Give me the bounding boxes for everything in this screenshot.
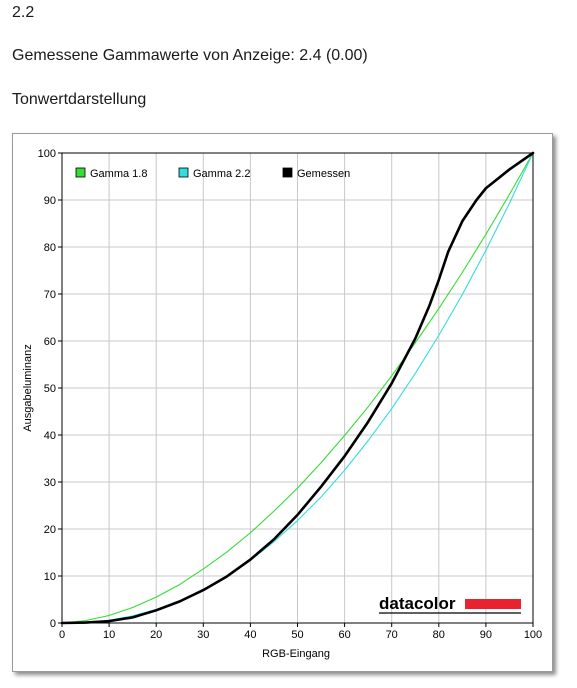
y-tick-label: 80 xyxy=(44,242,56,254)
section-title: Tonwertdarstellung xyxy=(12,91,147,108)
series-line-gamma-1-8 xyxy=(61,152,534,624)
y-tick-label: 10 xyxy=(44,571,56,583)
y-tick-label: 90 xyxy=(44,195,56,207)
x-tick-label: 10 xyxy=(103,629,115,641)
legend-swatch xyxy=(282,167,293,178)
y-tick-label: 70 xyxy=(44,289,56,301)
legend-label: Gamma 2.2 xyxy=(193,168,250,180)
y-tick-label: 20 xyxy=(44,524,56,536)
x-tick-label: 70 xyxy=(386,629,398,641)
y-tick-label: 30 xyxy=(44,477,56,489)
y-tick-label: 100 xyxy=(38,148,56,160)
y-axis-label: Ausgabeluminanz xyxy=(22,344,34,431)
y-tick-label: 60 xyxy=(44,336,56,348)
axis-ticks: 0 10 20 30 40 50 60 70 80 90 100 0 10 20 30 40 50 60 70 80 9… xyxy=(38,148,543,641)
tone-response-chart: 0 10 20 30 40 50 60 70 80 90 100 0 10 20 30 40 50 60 70 80 9… xyxy=(22,148,543,660)
x-tick-label: 0 xyxy=(59,629,65,641)
legend-label: Gemessen xyxy=(297,168,350,180)
chart-legend: Gamma 1.8 Gamma 2.2 Gemessen xyxy=(75,167,350,180)
measured-gamma-text: Gemessene Gammawerte von Anzeige: 2.4 (0… xyxy=(12,47,368,64)
datacolor-logo-text: datacolor xyxy=(379,594,456,613)
gamma-target-value: 2.2 xyxy=(12,4,35,21)
chart-frame: 0 10 20 30 40 50 60 70 80 90 100 0 10 20 30 40 50 60 70 80 9… xyxy=(12,133,553,672)
x-tick-label: 30 xyxy=(197,629,209,641)
y-tick-label: 50 xyxy=(44,383,56,395)
x-tick-label: 80 xyxy=(433,629,445,641)
legend-swatch xyxy=(178,167,189,178)
x-axis-label: RGB-Eingang xyxy=(262,648,330,660)
y-tick-label: 0 xyxy=(50,618,56,630)
x-tick-label: 90 xyxy=(480,629,492,641)
chart-curves xyxy=(60,151,535,625)
legend-swatch xyxy=(75,167,86,178)
datacolor-logo: datacolor xyxy=(379,594,521,614)
x-tick-label: 100 xyxy=(524,629,542,641)
y-tick-label: 40 xyxy=(44,430,56,442)
series-line-gemessen xyxy=(60,151,535,625)
chart-grid xyxy=(62,153,533,623)
legend-label: Gamma 1.8 xyxy=(90,168,147,180)
x-tick-label: 20 xyxy=(150,629,162,641)
x-tick-label: 40 xyxy=(244,629,256,641)
datacolor-logo-bar xyxy=(465,599,521,609)
x-tick-label: 60 xyxy=(338,629,350,641)
x-tick-label: 50 xyxy=(291,629,303,641)
